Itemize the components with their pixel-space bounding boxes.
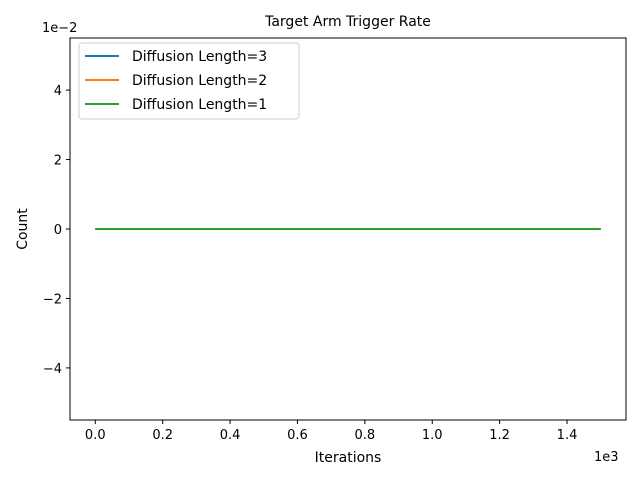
chart-title: Target Arm Trigger Rate	[264, 14, 431, 30]
x-tick-label: 0.0	[85, 428, 106, 443]
x-tick-label: 1.4	[557, 428, 578, 443]
legend-label: Diffusion Length=2	[132, 73, 267, 89]
y-axis-label: Count	[15, 208, 31, 250]
y-offset-label: 1e−2	[42, 21, 77, 36]
legend: Diffusion Length=3 Diffusion Length=2 Diff…	[78, 42, 300, 120]
x-offset-label: 1e3	[594, 450, 619, 465]
x-tick-label: 1.2	[489, 428, 510, 443]
legend-label: Diffusion Length=1	[132, 97, 267, 113]
x-tick-label: 0.6	[287, 428, 308, 443]
x-axis-label: Iterations	[315, 450, 382, 466]
legend-label: Diffusion Length=3	[132, 49, 267, 65]
x-tick-label: 0.2	[152, 428, 173, 443]
y-tick-label: 0	[54, 223, 62, 238]
y-tick-label: −4	[43, 362, 62, 377]
x-tick-label: 1.0	[422, 428, 443, 443]
y-tick-label: 2	[54, 154, 62, 169]
legend-box	[78, 42, 300, 120]
y-tick-label: 4	[54, 84, 62, 99]
x-tick-label: 0.8	[355, 428, 376, 443]
x-tick-label: 0.4	[220, 428, 241, 443]
plot-frame	[69, 37, 627, 421]
y-tick-label: −2	[43, 292, 62, 307]
